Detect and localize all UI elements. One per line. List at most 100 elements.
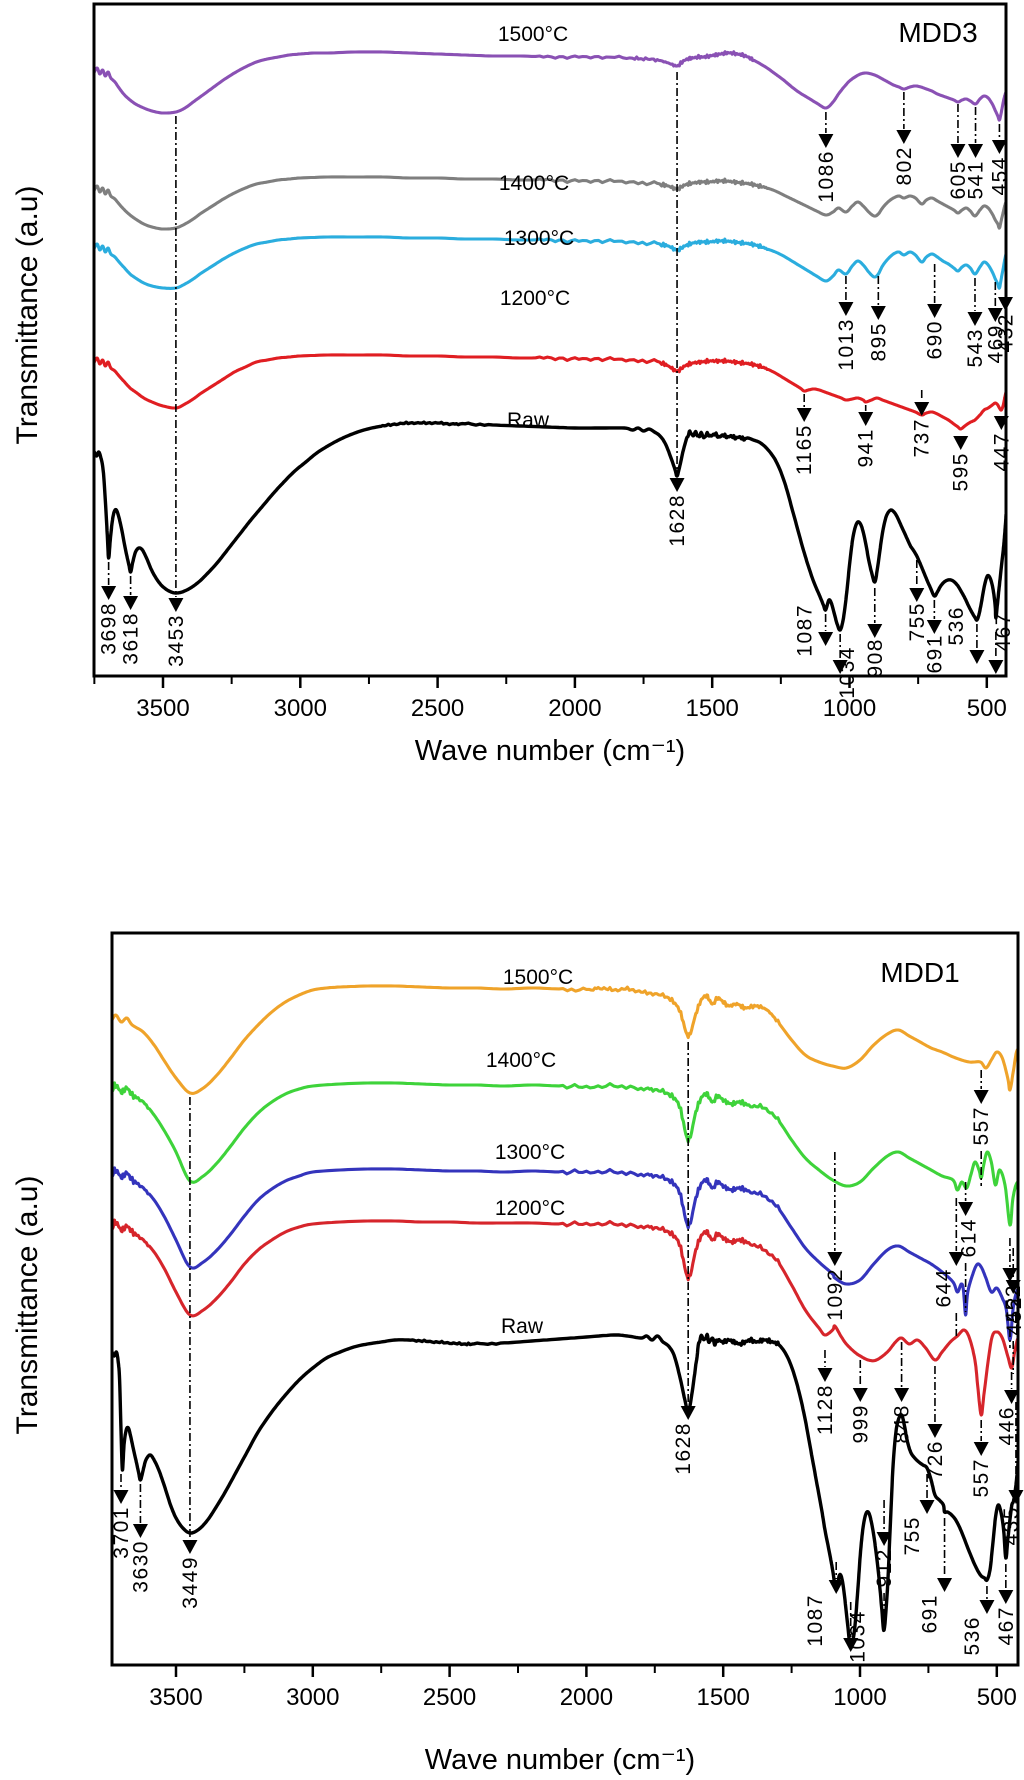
peak-arrow-icon <box>937 1578 953 1592</box>
peak-arrow-icon <box>968 144 984 158</box>
peak-arrow-icon <box>987 308 1003 322</box>
peak-arrow-icon <box>843 1638 859 1652</box>
peak-arrow-icon <box>973 1090 989 1104</box>
curve-label-1200C: 1200°C <box>495 1197 565 1220</box>
peak-arrow-icon <box>1004 1390 1020 1404</box>
y-axis-label-top: Transmittance (a.u) <box>11 185 44 445</box>
peak-label-1628: 1628 <box>666 494 689 547</box>
spectrum-curve-1400C <box>95 175 1005 231</box>
peak-arrow-icon <box>991 140 1007 154</box>
peak-label-605: 605 <box>947 160 970 200</box>
peak-label-452: 452 <box>1002 1284 1024 1324</box>
peak-arrow-icon <box>867 624 883 638</box>
peak-label-895: 895 <box>867 322 890 362</box>
peak-label-691: 691 <box>919 1594 942 1634</box>
x-axis-tick-label: 1500 <box>686 695 739 722</box>
peak-arrow-icon <box>858 412 874 426</box>
peak-label-595: 595 <box>950 452 973 492</box>
peak-arrow-icon <box>919 1500 935 1514</box>
peak-label-3618: 3618 <box>120 612 143 665</box>
peak-label-432: 432 <box>994 313 1017 353</box>
peak-arrow-icon <box>876 1532 892 1546</box>
peak-arrow-icon <box>967 312 983 326</box>
peak-arrow-icon <box>680 1406 696 1420</box>
peak-arrow-icon <box>1005 1280 1021 1294</box>
peak-arrow-icon <box>113 1490 129 1504</box>
peak-label-1034: 1034 <box>836 646 859 699</box>
peak-arrow-icon <box>927 304 943 318</box>
curve-label-1400C: 1400°C <box>486 1049 556 1072</box>
peak-arrow-icon <box>838 302 854 316</box>
peak-arrow-icon <box>998 1590 1014 1604</box>
x-axis-tick-label: 3000 <box>274 695 327 722</box>
panel-border-MDD3 <box>92 2 1008 678</box>
spectrum-curve-1500C <box>95 50 1005 122</box>
curve-label-1300C: 1300°C <box>504 227 574 250</box>
spectrum-curve-1400C <box>113 1081 1017 1227</box>
peak-label-557: 557 <box>970 1106 993 1146</box>
panel-title-MDD3: MDD3 <box>898 17 977 48</box>
peak-arrow-icon <box>927 1424 943 1438</box>
peak-arrow-icon <box>828 1580 844 1594</box>
peak-label-1628: 1628 <box>672 1422 695 1475</box>
y-axis-label-bottom: Transmittance (a.u) <box>11 1175 44 1435</box>
panel-border-MDD1 <box>110 931 1020 1667</box>
spectrum-curve-1200C <box>95 353 1005 431</box>
peak-label-1087: 1087 <box>804 1594 827 1647</box>
peak-label-1086: 1086 <box>815 150 838 203</box>
x-axis-tick-label: 3500 <box>149 1684 202 1711</box>
peak-label-755: 755 <box>901 1516 924 1556</box>
curve-label-Raw: Raw <box>507 409 550 432</box>
peak-arrow-icon <box>1008 1490 1024 1504</box>
peak-label-3630: 3630 <box>129 1540 152 1593</box>
peak-label-1092: 1092 <box>824 1268 847 1321</box>
x-axis-tick-label: 500 <box>967 695 1007 722</box>
peak-arrow-icon <box>953 436 969 450</box>
panel-title-MDD1: MDD1 <box>880 957 959 988</box>
peak-label-3453: 3453 <box>165 614 188 667</box>
x-axis-tick-label: 1500 <box>697 1684 750 1711</box>
peak-label-1034: 1034 <box>847 1610 870 1663</box>
peak-arrow-icon <box>896 130 912 144</box>
peak-label-1165: 1165 <box>793 424 816 475</box>
peak-label-3698: 3698 <box>98 602 121 655</box>
curve-label-Raw: Raw <box>501 1315 544 1338</box>
peak-label-690: 690 <box>924 320 947 360</box>
peak-label-941: 941 <box>855 428 878 468</box>
peak-arrow-icon <box>852 1388 868 1402</box>
spectrum-curve-1200C <box>113 1218 1017 1417</box>
peak-arrow-icon <box>993 416 1009 430</box>
peak-label-447: 447 <box>990 432 1013 472</box>
peak-arrow-icon <box>182 1540 198 1554</box>
peak-label-557: 557 <box>970 1458 993 1498</box>
peak-label-469: 469 <box>984 324 1007 364</box>
x-axis-tick-label: 2000 <box>548 695 601 722</box>
peak-label-467: 467 <box>992 612 1015 652</box>
x-axis-tick-label: 2500 <box>411 695 464 722</box>
spectrum-curve-1500C <box>113 984 1017 1095</box>
curve-label-1200C: 1200°C <box>500 287 570 310</box>
x-axis-label-top: Wave number (cm⁻¹) <box>414 735 686 767</box>
peak-label-435: 435 <box>1000 1506 1023 1546</box>
peak-label-1128: 1128 <box>814 1384 837 1435</box>
peak-arrow-icon <box>817 1368 833 1382</box>
peak-arrow-icon <box>1002 1268 1018 1282</box>
peak-arrow-icon <box>101 586 117 600</box>
peak-label-541: 541 <box>965 160 988 200</box>
peak-arrow-icon <box>973 1442 989 1456</box>
peak-arrow-icon <box>926 620 942 634</box>
peak-label-691: 691 <box>923 634 946 674</box>
curve-label-1400C: 1400°C <box>499 172 569 195</box>
peak-label-536: 536 <box>961 1616 984 1656</box>
curve-label-1300C: 1300°C <box>495 1141 565 1164</box>
peak-label-614: 614 <box>958 1218 981 1258</box>
peak-label-912: 912 <box>873 1548 896 1588</box>
peak-label-467: 467 <box>995 1606 1018 1646</box>
peak-label-3449: 3449 <box>179 1556 202 1609</box>
peak-label-999: 999 <box>849 1404 872 1444</box>
peak-label-644: 644 <box>932 1268 955 1308</box>
peak-label-848: 848 <box>891 1404 914 1444</box>
peak-arrow-icon <box>818 632 834 646</box>
peak-arrow-icon <box>997 297 1013 311</box>
